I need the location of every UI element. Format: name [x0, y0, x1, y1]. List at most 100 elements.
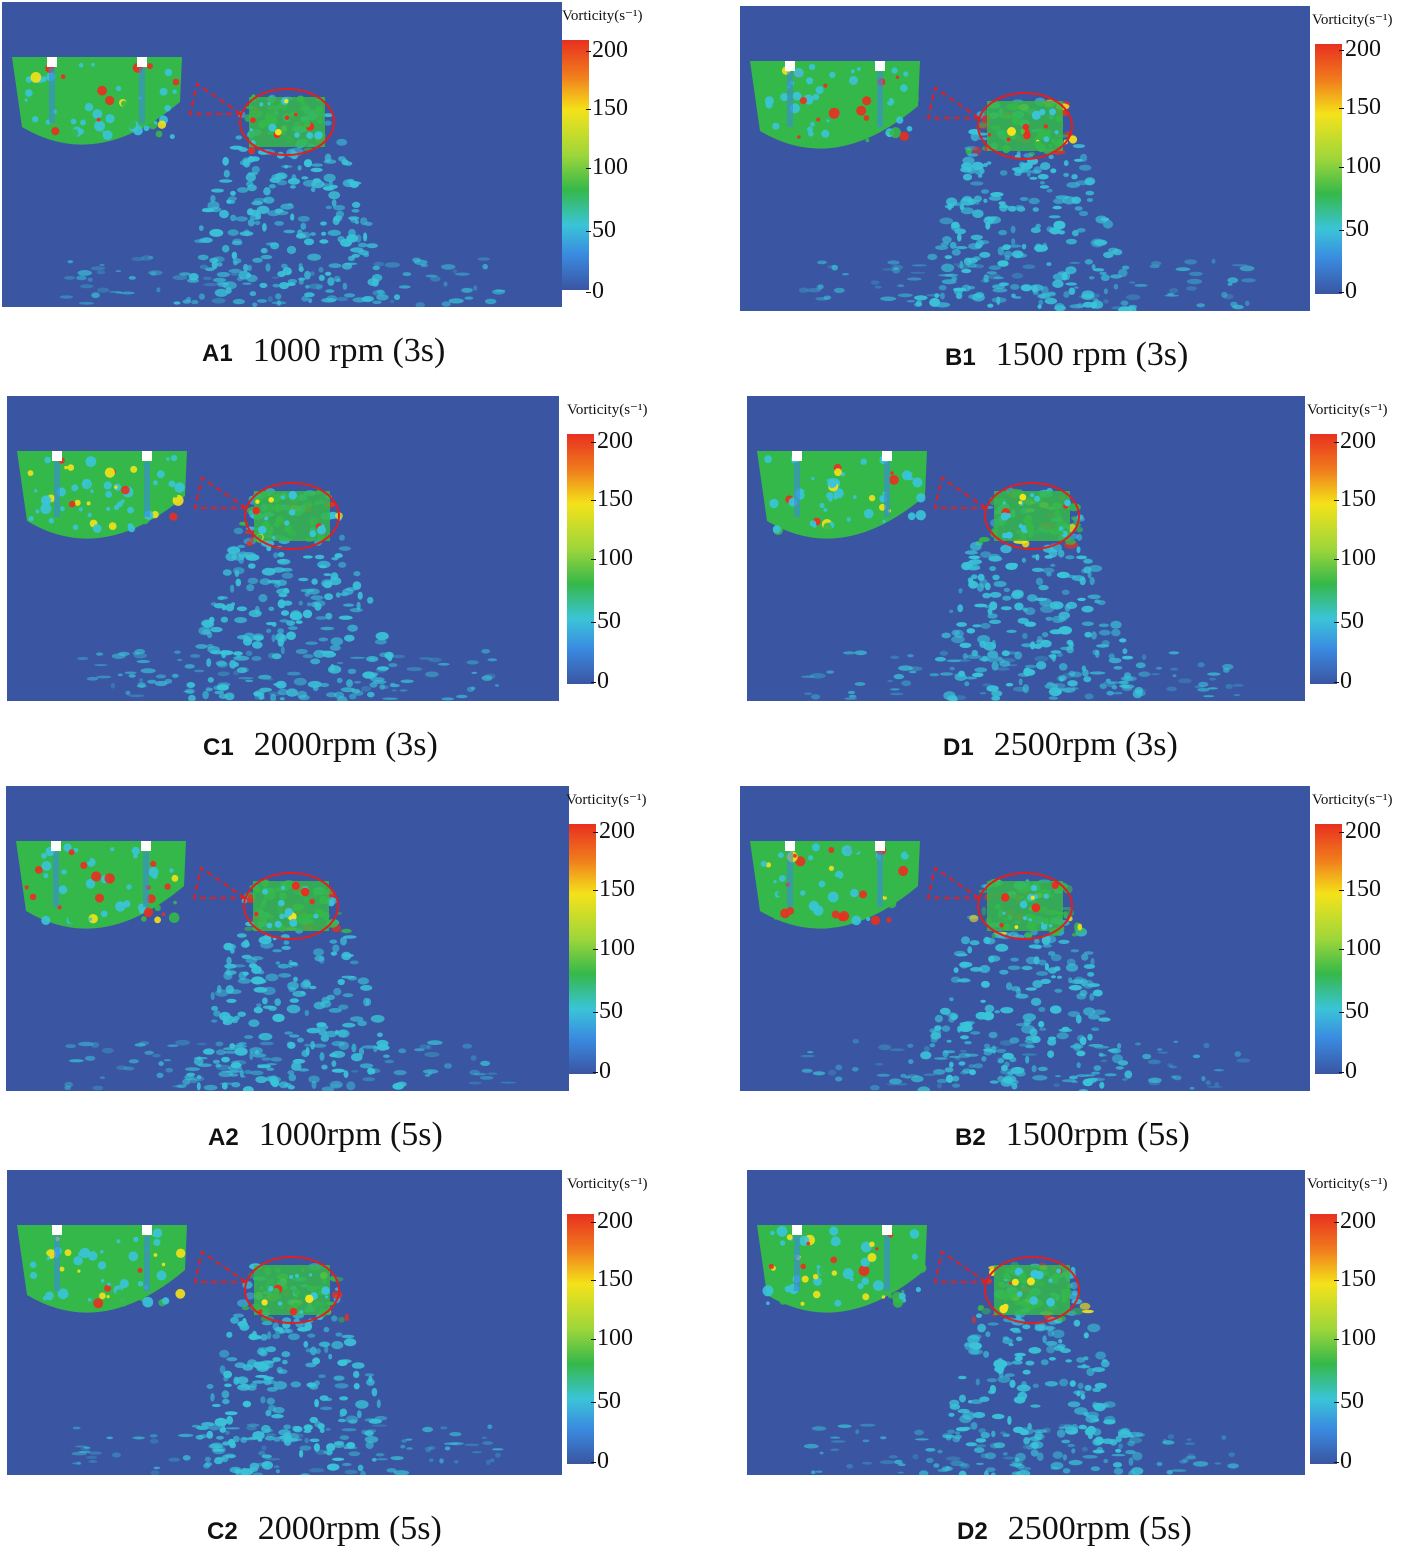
vortex-wisp — [955, 659, 971, 662]
vortex-blob — [325, 612, 333, 620]
vortex-blob — [153, 1238, 161, 1246]
vortex-blob — [937, 1449, 943, 1454]
vortex-wisp — [1173, 1040, 1178, 1043]
vortex-blob — [207, 677, 214, 683]
vortex-blob — [286, 631, 296, 640]
vortex-blob — [943, 1050, 956, 1054]
vortex-wisp — [76, 275, 87, 281]
vortex-blob — [1050, 563, 1056, 567]
vortex-blob — [294, 1273, 300, 1278]
vortex-blob — [1025, 956, 1038, 965]
vortex-wisp — [217, 682, 231, 687]
vortex-blob — [286, 620, 296, 626]
vortex-blob — [1103, 251, 1114, 259]
vortex-wisp — [405, 1438, 413, 1441]
vortex-blob — [375, 631, 389, 641]
vortex-blob — [168, 912, 180, 923]
vortex-blob — [1056, 1429, 1066, 1438]
vortex-wisp — [851, 1067, 859, 1072]
vortex-wisp — [86, 676, 99, 681]
vortex-wisp — [1128, 1437, 1143, 1444]
vortex-blob — [998, 1281, 1005, 1288]
vortex-blob — [206, 1430, 214, 1439]
vortex-blob — [25, 89, 33, 97]
vortex-wisp — [1201, 1075, 1206, 1082]
vortex-blob — [1082, 1309, 1094, 1314]
shaft-gap — [877, 852, 883, 907]
vortex-blob — [1026, 1277, 1035, 1286]
vortex-blob — [1030, 284, 1044, 292]
vortex-blob — [1094, 599, 1101, 604]
vortex-blob — [302, 654, 314, 659]
vortex-wisp — [67, 260, 74, 264]
vortex-wisp — [1192, 1054, 1201, 1059]
vortex-blob — [966, 257, 978, 264]
vortex-blob — [1062, 196, 1077, 205]
vortex-blob — [911, 1253, 918, 1260]
vortex-blob — [229, 145, 244, 150]
vortex-blob — [267, 1331, 272, 1340]
vortex-wisp — [193, 1076, 205, 1082]
vortex-blob — [336, 138, 348, 146]
vortex-blob — [252, 1472, 263, 1475]
vortex-blob — [1048, 215, 1061, 219]
vortex-blob — [126, 884, 132, 890]
vortex-wisp — [258, 674, 272, 680]
vortex-wisp — [966, 654, 982, 659]
vortex-wisp — [425, 1449, 431, 1453]
vortex-blob — [1040, 162, 1051, 171]
vortex-wisp — [422, 1069, 439, 1074]
vortex-blob — [787, 520, 795, 529]
vortex-blob — [272, 1287, 280, 1296]
vortex-blob — [988, 195, 1002, 201]
vortex-blob — [331, 1291, 343, 1299]
vortex-blob — [167, 1248, 176, 1257]
vortex-blob — [989, 601, 998, 611]
shaft-gap — [143, 852, 149, 907]
vortex-wisp — [225, 1427, 240, 1430]
vortex-blob — [961, 268, 972, 274]
vortex-blob — [353, 1370, 360, 1378]
vortex-wisp — [996, 667, 1010, 671]
vortex-blob — [997, 1375, 1011, 1383]
vortex-wisp — [1179, 1459, 1187, 1464]
vortex-blob — [265, 973, 279, 982]
vortex-wisp — [153, 1466, 161, 1470]
vortex-blob — [974, 603, 987, 608]
vortex-blob — [365, 1441, 374, 1450]
vortex-blob — [1012, 1329, 1022, 1334]
vortex-blob — [834, 468, 842, 477]
vortex-blob — [323, 120, 332, 126]
vortex-blob — [329, 1080, 343, 1089]
vortex-wisp — [236, 277, 244, 281]
vortex-wisp — [1013, 296, 1022, 299]
vortex-wisp — [226, 1070, 241, 1073]
vortex-blob — [366, 243, 378, 249]
vortex-blob — [161, 1262, 166, 1267]
vortex-blob — [83, 521, 87, 526]
vortex-blob — [912, 477, 923, 488]
vortex-blob — [806, 77, 814, 85]
vortex-blob — [1091, 300, 1104, 309]
vortex-blob — [286, 148, 296, 158]
vortex-blob — [219, 209, 229, 219]
vortex-blob — [249, 215, 261, 221]
vortex-blob — [327, 277, 335, 286]
vortex-wisp — [461, 288, 473, 293]
vortex-wisp — [348, 1451, 361, 1457]
vortex-blob — [289, 509, 296, 516]
zoom-circle — [239, 88, 335, 156]
vortex-wisp — [960, 1463, 968, 1467]
vortex-blob — [1034, 643, 1043, 649]
vortex-blob — [984, 605, 991, 609]
vortex-blob — [949, 997, 954, 1002]
zoom-pointer — [192, 866, 246, 899]
vortex-wisp — [134, 1043, 146, 1047]
vortex-wisp — [1232, 683, 1244, 687]
vortex-blob — [249, 128, 253, 132]
vortex-blob — [307, 253, 321, 261]
vortex-wisp — [1170, 667, 1179, 671]
vortex-blob — [104, 873, 115, 884]
vortex-wisp — [1225, 683, 1233, 689]
vortex-blob — [1088, 565, 1103, 572]
